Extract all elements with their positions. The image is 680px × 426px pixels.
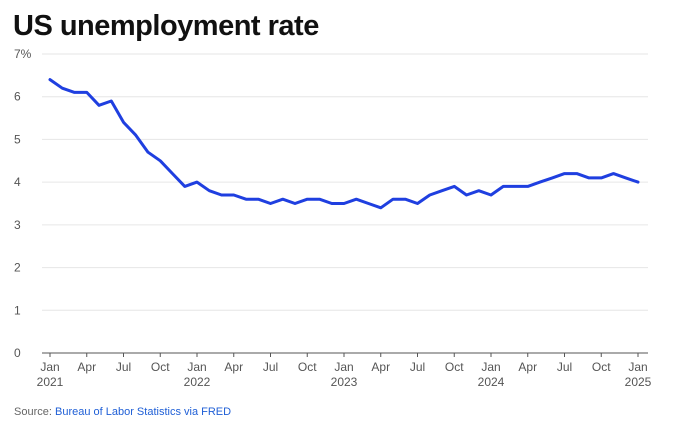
x-tick-label: Apr xyxy=(371,360,390,374)
x-tick-label: Jul xyxy=(557,360,572,374)
x-tick-label: Jul xyxy=(116,360,131,374)
x-tick-label: Jan xyxy=(628,360,647,374)
y-tick-label: 0 xyxy=(14,346,21,360)
x-tick-year-label: 2024 xyxy=(478,375,505,389)
x-tick-year-label: 2022 xyxy=(184,375,211,389)
chart-title: US unemployment rate xyxy=(13,10,319,42)
x-tick-label: Apr xyxy=(224,360,243,374)
source-link[interactable]: Bureau of Labor Statistics via FRED xyxy=(54,406,232,418)
unemployment-rate-line xyxy=(48,78,640,210)
x-tick-label: Oct xyxy=(592,360,611,374)
x-tick-label: Apr xyxy=(77,360,96,374)
x-tick-year-label: 2021 xyxy=(37,375,64,389)
x-tick-label: Apr xyxy=(518,360,537,374)
x-tick-label: Jan xyxy=(40,360,59,374)
x-tick-year-label: 2025 xyxy=(625,375,652,389)
x-tick-label: Jan xyxy=(187,360,206,374)
y-tick-label: 2 xyxy=(14,261,21,275)
x-tick-label: Jan xyxy=(334,360,353,374)
x-tick-label: Oct xyxy=(298,360,317,374)
x-tick-year-label: 2023 xyxy=(331,375,358,389)
x-tick-label: Oct xyxy=(445,360,464,374)
y-tick-label: 5 xyxy=(14,132,21,146)
source-note: Source: Bureau of Labor Statistics via F… xyxy=(14,406,231,418)
y-tick-label: 3 xyxy=(14,218,21,232)
x-tick-label: Jul xyxy=(410,360,425,374)
y-tick-label: 1 xyxy=(14,303,21,317)
y-tick-label: 4 xyxy=(14,175,21,189)
gridlines xyxy=(42,53,648,354)
x-tick-label: Oct xyxy=(151,360,170,374)
x-tick-label: Jan xyxy=(481,360,500,374)
y-axis-tick-labels: 0 1 2 3 4 5 6 7% xyxy=(14,47,32,360)
y-tick-label: 7% xyxy=(14,47,32,61)
y-tick-label: 6 xyxy=(14,90,21,104)
x-tick-label: Jul xyxy=(263,360,278,374)
source-label: Source: xyxy=(14,406,52,418)
